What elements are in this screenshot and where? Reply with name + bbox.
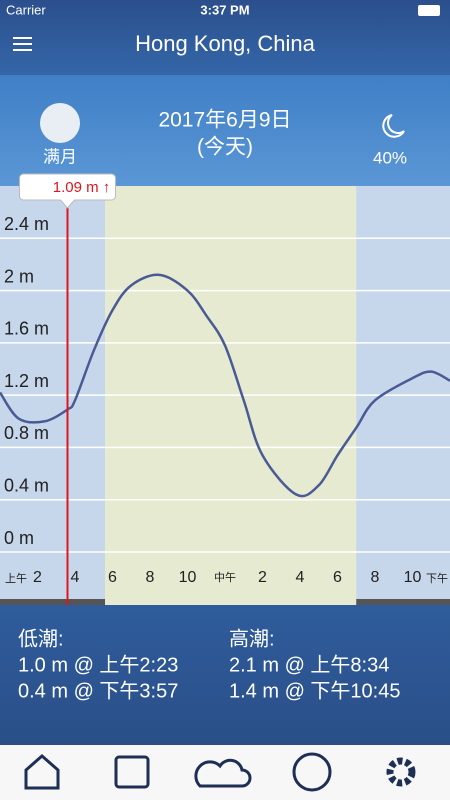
low-tide: 1.0 m @ 上午2:23 xyxy=(18,653,178,676)
high-tide: 1.4 m @ 下午10:45 xyxy=(229,679,400,702)
location-title: Hong Kong, China xyxy=(135,31,316,56)
moon-icon xyxy=(40,103,80,143)
y-tick-label: 0.8 m xyxy=(4,423,49,443)
x-tick-label: 中午 xyxy=(214,571,236,584)
x-tick-label: 6 xyxy=(333,569,342,586)
menu-button[interactable] xyxy=(13,37,32,51)
x-tick-label: 10 xyxy=(179,569,197,586)
low-title: 低潮: xyxy=(18,627,64,650)
y-tick-label: 1.2 m xyxy=(4,371,49,391)
battery xyxy=(418,5,440,16)
x-tick-label: 2 xyxy=(258,569,267,586)
clock: 3:37 PM xyxy=(200,2,249,17)
x-tick-label: 10 xyxy=(404,569,422,586)
y-tick-label: 0 m xyxy=(4,528,34,548)
x-annotation: 下午 xyxy=(426,572,448,585)
illumination: 40% xyxy=(373,148,407,167)
night-bar xyxy=(356,599,450,605)
header-bg xyxy=(0,0,450,75)
tab-home[interactable] xyxy=(24,754,60,790)
high-tide: 2.1 m @ 上午8:34 xyxy=(229,653,389,676)
tab-weather[interactable] xyxy=(194,758,252,788)
y-tick-label: 2 m xyxy=(4,266,34,286)
y-tick-label: 1.6 m xyxy=(4,319,49,339)
tide-chart: 0 m 0.4 m 0.8 m 1.2 m 1.6 m 2 m 2.4 m 2 4 6 8 10 中午 2… xyxy=(0,173,450,605)
moon-small-icon xyxy=(382,114,405,138)
y-tick-label: 0.4 m xyxy=(4,475,49,495)
carrier: Carrier xyxy=(6,2,46,17)
tab-settings[interactable] xyxy=(386,757,416,787)
x-tick-label: 8 xyxy=(146,569,155,586)
tides-bg xyxy=(0,605,450,745)
x-tick-label: 4 xyxy=(71,569,80,586)
night-bar xyxy=(0,599,105,605)
tab-calendar[interactable] xyxy=(114,755,150,789)
tide-curve xyxy=(0,273,450,498)
x-tick-label: 6 xyxy=(108,569,117,586)
cursor-label: 1.09 m ↑ xyxy=(53,179,111,196)
x-tick-label: 2 xyxy=(33,569,42,586)
date: 2017年6月9日 xyxy=(158,109,291,132)
x-tick-label: 4 xyxy=(296,569,305,586)
moon-phase: 满月 xyxy=(43,147,77,166)
tab-bar xyxy=(0,745,450,800)
tab-radar[interactable] xyxy=(292,752,332,792)
y-tick-label: 2.4 m xyxy=(4,214,49,234)
high-title: 高潮: xyxy=(229,627,275,650)
cursor-bubble xyxy=(19,173,116,209)
low-tide: 0.4 m @ 下午3:57 xyxy=(18,679,178,702)
x-tick-label: 8 xyxy=(371,569,380,586)
day: (今天) xyxy=(197,136,253,159)
x-annotation: 上午 xyxy=(5,572,27,585)
